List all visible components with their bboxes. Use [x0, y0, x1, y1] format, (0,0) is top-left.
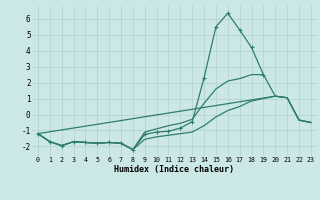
X-axis label: Humidex (Indice chaleur): Humidex (Indice chaleur) [115, 165, 234, 174]
